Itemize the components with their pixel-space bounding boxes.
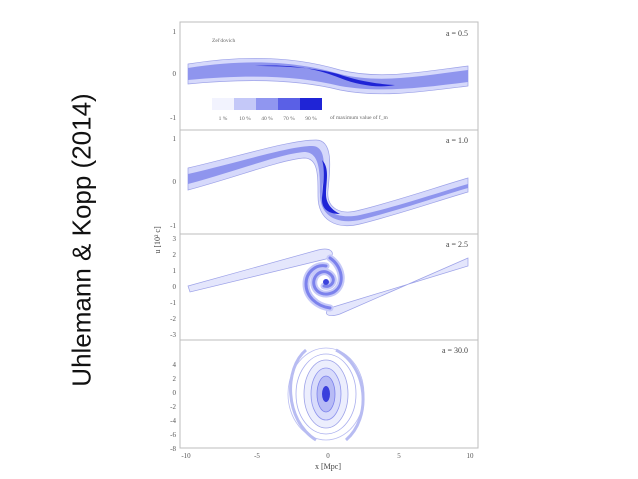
panel-a-label: a = 1.0 bbox=[446, 136, 468, 145]
x-axis-label: x [Mpc] bbox=[315, 462, 341, 471]
contour-core bbox=[322, 386, 330, 402]
y-tick-label: 1 bbox=[173, 135, 177, 143]
legend-swatch-label: 70 % bbox=[283, 116, 295, 122]
sheet-band-core bbox=[255, 65, 395, 87]
panel-frame bbox=[179, 339, 479, 449]
outer-arm bbox=[335, 348, 365, 442]
panel-a-2-5: 3 2 1 0 -1 -2 -3 a = 2.5 bbox=[170, 233, 479, 341]
panel-a-label: a = 30.0 bbox=[442, 346, 468, 355]
y-tick-label: -1 bbox=[170, 299, 176, 307]
contour bbox=[295, 353, 357, 435]
x-tick-label: -5 bbox=[254, 452, 260, 460]
y-tick-label: 1 bbox=[173, 28, 177, 36]
y-tick-label: -2 bbox=[170, 315, 176, 323]
y-tick-label: 1 bbox=[173, 267, 177, 275]
annotation-zeldovich: Zel'dovich bbox=[212, 38, 236, 44]
sheet-band-core bbox=[322, 160, 340, 214]
y-tick-label: 4 bbox=[173, 361, 177, 369]
y-tick-label: -1 bbox=[170, 222, 176, 230]
panel-a-label: a = 2.5 bbox=[446, 240, 468, 249]
y-tick-label: 2 bbox=[173, 375, 177, 383]
x-tick-label: 10 bbox=[467, 452, 475, 460]
y-tick-label: 2 bbox=[173, 251, 177, 259]
legend-swatch-label: 90 % bbox=[305, 116, 317, 122]
y-axis-label: u [10² c] bbox=[153, 226, 162, 254]
y-tick-label: 0 bbox=[173, 70, 177, 78]
legend-swatch bbox=[300, 98, 322, 110]
legend-swatch bbox=[212, 98, 234, 110]
legend-swatch-label: 40 % bbox=[261, 116, 273, 122]
legend-swatch-label: 10 % bbox=[239, 116, 251, 122]
panel-a-1-0: 1 0 -1 a = 1.0 bbox=[170, 129, 479, 235]
sheet-center bbox=[323, 279, 329, 285]
y-tick-label: -2 bbox=[170, 403, 176, 411]
y-tick-label: 0 bbox=[173, 283, 177, 291]
sheet-arm bbox=[326, 257, 469, 316]
y-tick-label: -4 bbox=[170, 417, 176, 425]
legend-swatch bbox=[234, 98, 256, 110]
legend-swatch-label: 1 % bbox=[219, 116, 228, 122]
sheet-band-mid bbox=[188, 62, 468, 90]
y-tick-label: -6 bbox=[170, 431, 176, 439]
x-tick-label: 5 bbox=[397, 452, 401, 460]
y-tick-label: -8 bbox=[170, 445, 176, 453]
sheet-spiral-core bbox=[304, 256, 343, 310]
legend-swatch bbox=[256, 98, 278, 110]
y-tick-label: -3 bbox=[170, 331, 176, 339]
legend-swatch bbox=[278, 98, 300, 110]
panel-a-30-0: 4 2 0 -2 -4 -6 -8 a = 30.0 -10 -5 0 5 10… bbox=[170, 339, 479, 471]
y-tick-label: 0 bbox=[173, 389, 177, 397]
x-tick-label: -10 bbox=[181, 452, 191, 460]
outer-arm bbox=[289, 348, 317, 442]
x-tick-label: 0 bbox=[326, 452, 330, 460]
y-tick-label: 0 bbox=[173, 178, 177, 186]
y-tick-label: -1 bbox=[170, 114, 176, 122]
legend-text: of maximum value of f_m bbox=[330, 114, 388, 121]
y-tick-label: 3 bbox=[173, 235, 177, 243]
legend: 1 % 10 % 40 % 70 % 90 % of maximum value… bbox=[212, 98, 388, 122]
panel-a-0-5: 1 0 -1 Zel'dovich a = 0.5 1 % 10 % 40 % … bbox=[170, 21, 479, 131]
panel-a-label: a = 0.5 bbox=[446, 29, 468, 38]
